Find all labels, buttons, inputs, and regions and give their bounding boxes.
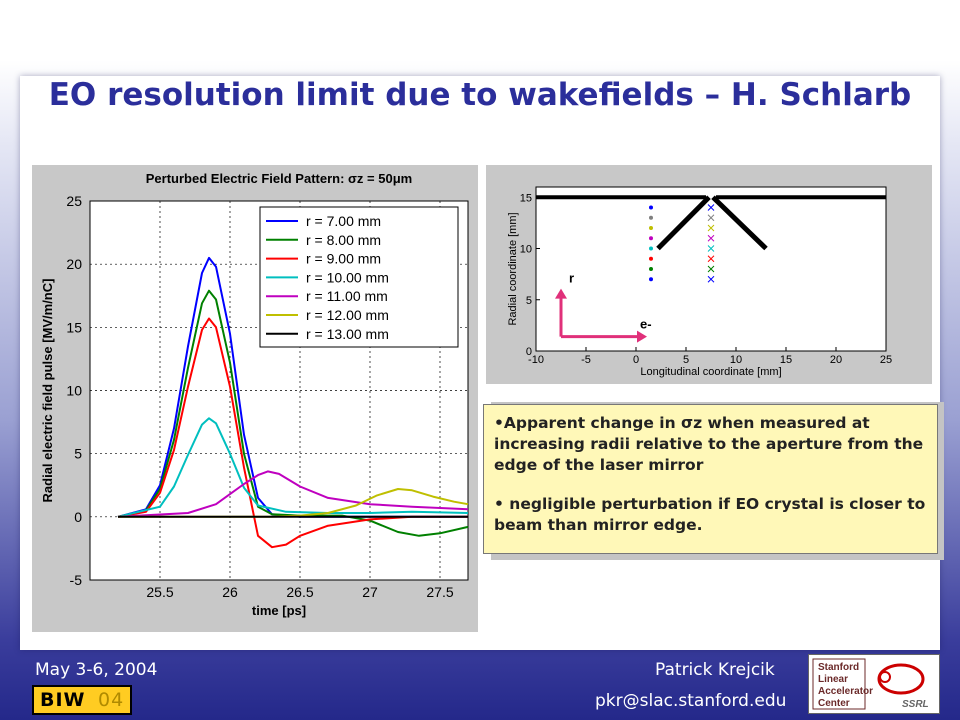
x-tick-label: 27 [362, 584, 378, 600]
mirror-right [711, 195, 768, 251]
x-tick-label: 20 [830, 354, 842, 366]
x-tick-label: 26 [222, 584, 238, 600]
dot-marker [649, 226, 653, 230]
cross-marker [707, 275, 715, 283]
series-line-5 [117, 470, 469, 518]
y-tick-label: 15 [520, 192, 532, 204]
series-line-3 [117, 317, 468, 549]
legend-entry: r = 12.00 mm [306, 307, 389, 323]
dot-marker [649, 205, 653, 210]
y-tick-label: 0 [74, 509, 82, 525]
dot-marker [649, 246, 653, 251]
legend-entry: r = 7.00 mm [306, 213, 381, 229]
legend-entry: r = 8.00 mm [306, 232, 381, 248]
biw-logo-text: BIW [40, 689, 86, 711]
perturbed-field-svg: 25.5 26 26.5 27 27.5 -5 0 5 10 15 20 25 time [ps] Rad… [40, 171, 469, 618]
cross-marker [707, 265, 715, 273]
y-axis-label: Radial electric field pulse [MV/m/nC] [40, 279, 55, 503]
r-arrow-head [555, 288, 567, 299]
x-tick-label: -5 [581, 354, 591, 366]
biw-logo-year: 04 [98, 689, 125, 711]
e-annotation: e- [640, 316, 652, 331]
cross-marker [707, 245, 715, 252]
cross-marker [707, 204, 715, 211]
dot-marker [649, 215, 653, 220]
biw-logo: BIW 04 [32, 685, 132, 715]
x-axis-label: time [ps] [252, 603, 306, 618]
y-tick-label: 20 [66, 256, 82, 272]
bullet-1: •Apparent change in σz when measured at … [494, 414, 924, 474]
ssrl-ring-icon [877, 663, 925, 695]
y-tick-label: 5 [74, 446, 82, 462]
slac-line-3: Accelerator [818, 686, 873, 697]
x-tick-label: -10 [528, 354, 544, 366]
r-annotation: r [569, 270, 574, 285]
legend-entry: r = 13.00 mm [306, 326, 389, 342]
geometry-chart: -10 -5 0 5 10 15 20 25 0 5 10 15 Longitudinal coordi… [486, 165, 932, 384]
x-tick-label: 26.5 [286, 584, 313, 600]
ssrl-text: SSRL [902, 699, 929, 710]
y-tick-label: 10 [66, 383, 82, 399]
footer-author: Patrick Krejcik [655, 660, 775, 680]
cross-marker [707, 214, 715, 222]
footer-email[interactable]: pkr@slac.stanford.edu [595, 691, 787, 711]
slac-logo-svg: Stanford Linear Accelerator Center SSRL [812, 658, 929, 710]
e-arrow-head [637, 330, 647, 343]
dot-marker [649, 267, 653, 271]
cross-marker [707, 234, 715, 242]
y-tick-label: 15 [66, 319, 82, 335]
cross-marker [707, 255, 715, 263]
dot-marker [649, 256, 653, 261]
x-tick-label: 0 [633, 354, 639, 366]
dot-marker [649, 277, 653, 282]
y-tick-label: -5 [70, 572, 83, 588]
y-tick-label: 25 [66, 193, 82, 209]
ssrl-dot-icon [879, 671, 891, 683]
x-tick-label: 10 [730, 354, 742, 366]
slac-line-2: Linear [818, 674, 848, 685]
series-line-4 [117, 417, 469, 518]
x-tick-label: 5 [683, 354, 689, 366]
x-axis-label: Longitudinal coordinate [mm] [640, 366, 781, 378]
dot-marker [649, 236, 653, 241]
cross-marker [707, 224, 715, 232]
x-tick-label: 27.5 [426, 584, 453, 600]
callout-box: •Apparent change in σz when measured at … [483, 404, 938, 554]
y-tick-label: 10 [520, 244, 532, 256]
x-tick-label: 25.5 [146, 584, 173, 600]
slac-line-4: Center [818, 698, 850, 709]
legend-entry: r = 11.00 mm [306, 288, 388, 304]
legend-entry: r = 10.00 mm [306, 269, 389, 285]
series-line-2 [117, 289, 469, 537]
y-tick-label: 0 [526, 346, 532, 358]
x-tick-label: 25 [880, 354, 892, 366]
slac-line-1: Stanford [818, 662, 859, 673]
legend-entry: r = 9.00 mm [306, 251, 381, 267]
perturbed-field-chart: 25.5 26 26.5 27 27.5 -5 0 5 10 15 20 25 time [ps] Rad… [32, 165, 478, 632]
chart-title: Perturbed Electric Field Pattern: σz = 5… [146, 171, 412, 186]
slide-title: EO resolution limit due to wakefields – … [48, 77, 912, 113]
x-tick-label: 15 [780, 354, 792, 366]
slac-logo: Stanford Linear Accelerator Center SSRL [808, 654, 940, 714]
mirror-left [656, 195, 711, 251]
footer-date: May 3-6, 2004 [35, 660, 158, 680]
y-axis-label: Radial coordinate [mm] [507, 212, 519, 325]
bullet-2: • negligible perturbation if EO crystal … [494, 495, 926, 534]
y-tick-label: 5 [526, 295, 532, 307]
